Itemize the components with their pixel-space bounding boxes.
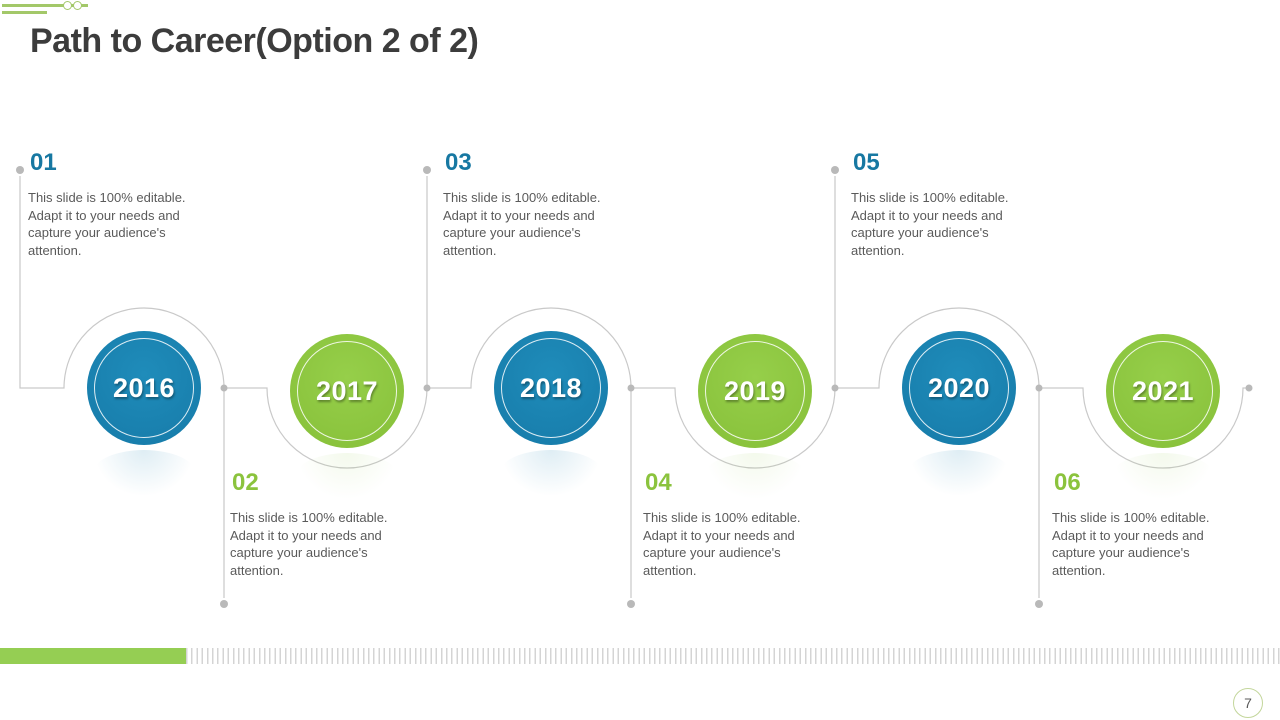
circle-reflection [92, 450, 196, 498]
note-block-02: 02 This slide is 100% editable. Adapt it… [230, 470, 388, 579]
note-description: This slide is 100% editable. Adapt it to… [1052, 510, 1210, 578]
circle-reflection [907, 450, 1011, 498]
milestone-circle-2017: 2017 [290, 334, 404, 448]
note-description: This slide is 100% editable. Adapt it to… [851, 190, 1009, 258]
year-label: 2017 [315, 375, 379, 406]
note-block-01: 01 This slide is 100% editable. Adapt it… [28, 150, 186, 259]
connector-dot [423, 384, 431, 392]
connector-dot [627, 384, 635, 392]
note-block-04: 04 This slide is 100% editable. Adapt it… [643, 470, 801, 579]
connector-dot [831, 384, 839, 392]
decoration-ring-icon [63, 1, 72, 10]
note-block-03: 03 This slide is 100% editable. Adapt it… [443, 150, 601, 259]
decoration-ring-icon [73, 1, 82, 10]
year-label: 2016 [112, 372, 176, 403]
milestone-circle-2021: 2021 [1106, 334, 1220, 448]
note-number: 02 [232, 469, 259, 496]
page-title: Path to Career(Option 2 of 2) [30, 22, 479, 60]
connector-dot [1035, 384, 1043, 392]
milestone-circle-2016: 2016 [87, 331, 201, 445]
progress-bar-fill [0, 648, 186, 664]
note-block-06: 06 This slide is 100% editable. Adapt it… [1052, 470, 1210, 579]
page-number-badge: 7 [1233, 688, 1263, 718]
decoration-line-bottom [2, 11, 47, 14]
note-number: 05 [853, 149, 880, 176]
note-number: 06 [1054, 469, 1081, 496]
connector-dot [831, 166, 839, 174]
milestone-circle-2020: 2020 [902, 331, 1016, 445]
year-label: 2021 [1131, 375, 1195, 406]
page-number: 7 [1244, 695, 1252, 711]
circle-reflection [295, 453, 399, 501]
milestone-circle-2018: 2018 [494, 331, 608, 445]
connector-dot [220, 384, 228, 392]
note-number: 03 [445, 149, 472, 176]
circle-reflection [703, 453, 807, 501]
connector-dot [220, 600, 228, 608]
note-number: 04 [645, 469, 672, 496]
progress-bar-ticks [186, 648, 1280, 664]
milestone-circle-2019: 2019 [698, 334, 812, 448]
year-label: 2018 [519, 372, 583, 403]
note-number: 01 [30, 149, 57, 176]
year-label: 2019 [723, 375, 787, 406]
note-block-05: 05 This slide is 100% editable. Adapt it… [851, 150, 1009, 259]
circle-reflection [1111, 453, 1215, 501]
connector-dot [16, 166, 24, 174]
timeline-path [19, 176, 1249, 469]
note-description: This slide is 100% editable. Adapt it to… [28, 190, 186, 258]
circle-reflection [499, 450, 603, 498]
note-description: This slide is 100% editable. Adapt it to… [230, 510, 388, 578]
connector-dot [1035, 600, 1043, 608]
note-description: This slide is 100% editable. Adapt it to… [443, 190, 601, 258]
connector-dot [627, 600, 635, 608]
decoration-line-top [2, 4, 88, 7]
year-label: 2020 [927, 372, 991, 403]
connector-dot [423, 166, 431, 174]
note-description: This slide is 100% editable. Adapt it to… [643, 510, 801, 578]
connector-dot [1245, 384, 1253, 392]
